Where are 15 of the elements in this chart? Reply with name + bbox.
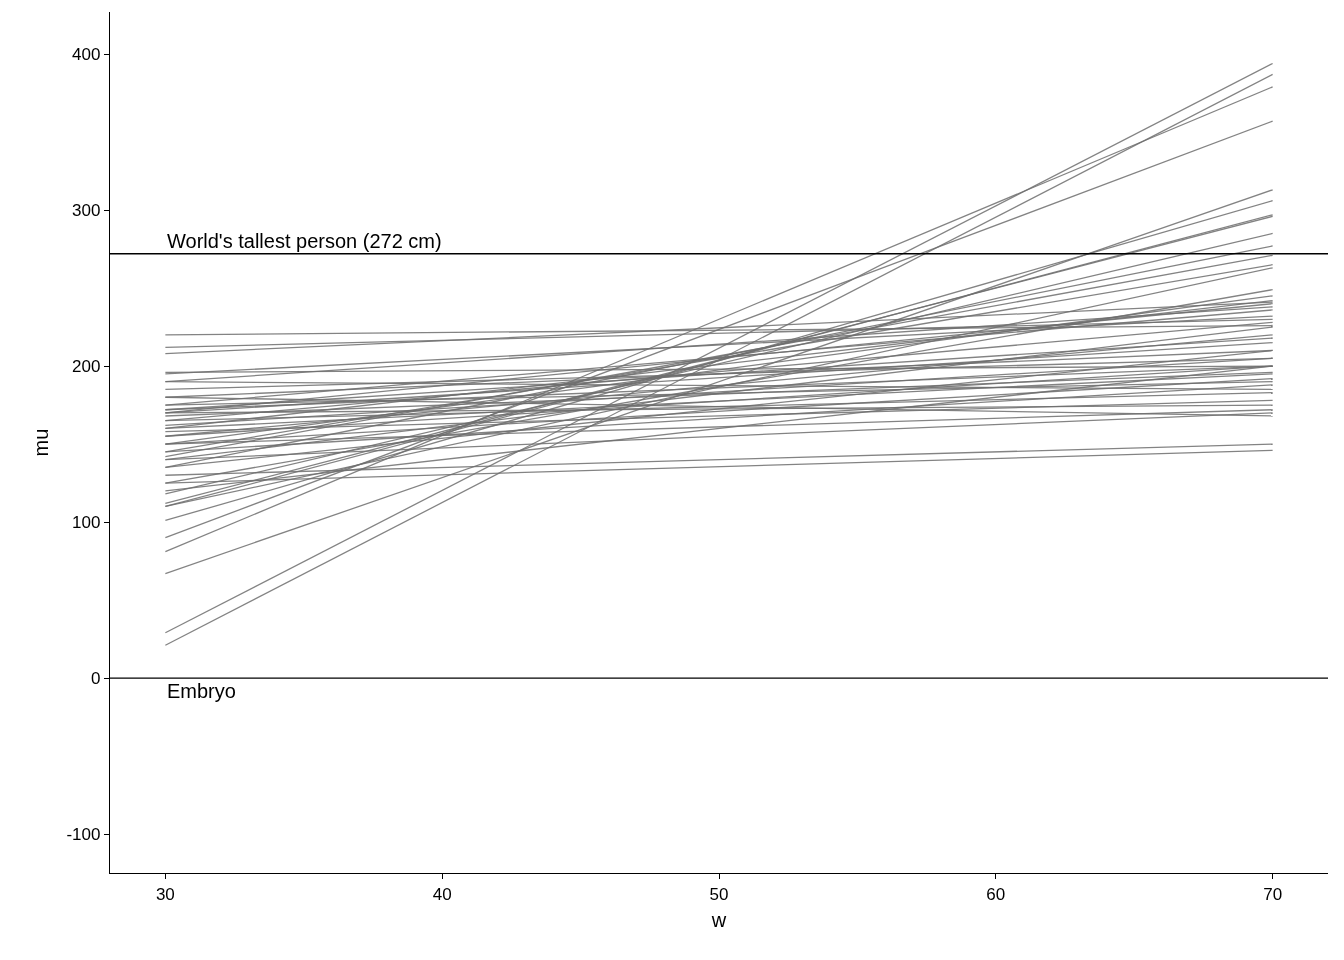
x-tick-label: 30 (155, 884, 175, 904)
x-tick-label: 50 (709, 884, 729, 904)
y-tick-label: 0 (90, 668, 101, 688)
x-tick-label: 60 (986, 884, 1006, 904)
ref-line-label: Embryo (167, 680, 236, 702)
y-tick-label: -100 (66, 824, 101, 844)
x-axis-title: w (710, 909, 727, 932)
y-tick-label: 300 (72, 201, 101, 221)
x-tick-label: 40 (432, 884, 452, 904)
y-tick-label: 400 (72, 45, 101, 65)
ref-line-label: World's tallest person (272 cm) (167, 230, 442, 252)
y-tick-label: 100 (72, 513, 101, 532)
x-tick-label: 70 (1263, 884, 1283, 904)
y-axis-title: mu (29, 428, 52, 457)
y-tick-label: 200 (72, 357, 101, 377)
